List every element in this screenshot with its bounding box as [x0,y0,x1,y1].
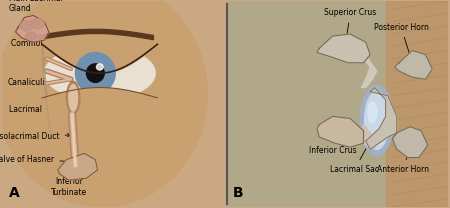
Ellipse shape [76,52,115,94]
Text: Superior Crus: Superior Crus [324,9,376,38]
Text: Posterior Horn: Posterior Horn [374,23,429,59]
Ellipse shape [45,46,155,100]
Ellipse shape [0,0,207,207]
Text: Lacrimal Sac: Lacrimal Sac [330,132,379,174]
Text: Valve of Hasner: Valve of Hasner [0,155,69,164]
Text: Lacrimal Sac: Lacrimal Sac [9,102,70,114]
Polygon shape [366,88,397,149]
Polygon shape [317,34,370,63]
Text: Inferior
Turbinate: Inferior Turbinate [51,172,87,197]
Polygon shape [58,154,98,180]
Polygon shape [317,116,364,147]
Ellipse shape [69,84,77,111]
Polygon shape [16,15,49,42]
Ellipse shape [368,102,377,123]
Ellipse shape [86,64,104,82]
Text: Common Canaliculus: Common Canaliculus [11,39,91,66]
Text: B: B [233,186,243,200]
Ellipse shape [360,85,393,156]
Ellipse shape [20,21,33,31]
Text: A: A [9,186,20,200]
Ellipse shape [96,64,103,70]
Polygon shape [359,125,377,149]
Bar [386,1,448,207]
Polygon shape [361,59,377,88]
Text: Inferior Crus: Inferior Crus [309,132,356,155]
Text: Anterior Horn: Anterior Horn [378,149,429,174]
Ellipse shape [26,32,36,40]
Ellipse shape [31,19,45,29]
Polygon shape [395,51,432,79]
Text: Main Lacrimal
Gland: Main Lacrimal Gland [9,0,63,26]
Ellipse shape [67,81,80,114]
Ellipse shape [364,92,389,149]
Text: Nasolacrimal Duct: Nasolacrimal Duct [0,132,71,141]
Text: Canaliculi: Canaliculi [8,78,54,88]
Polygon shape [392,127,428,157]
